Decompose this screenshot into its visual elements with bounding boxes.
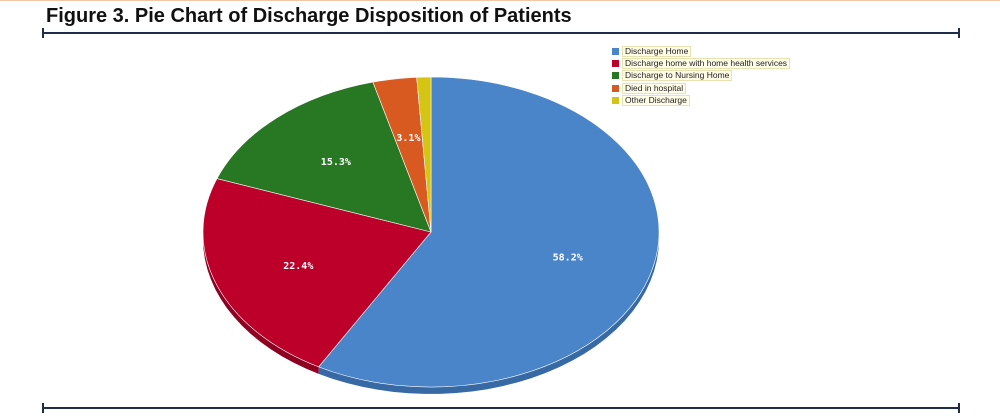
legend-swatch (612, 60, 619, 68)
slice-label-1: 58.2% (553, 252, 583, 263)
legend-label: Died in hospital (622, 82, 687, 94)
legend-label: Discharge home with home health services (622, 58, 791, 70)
legend-swatch (612, 97, 619, 105)
slice-label-2: 22.4% (283, 261, 313, 272)
legend-item: Discharge home with home health services (612, 57, 791, 70)
legend-item: Discharge Home (612, 45, 790, 57)
slice-label-4: 3.1% (396, 133, 420, 144)
legend-item: Discharge to Nursing Home (612, 70, 790, 82)
legend-label: Discharge Home (622, 45, 692, 57)
legend-swatch (612, 84, 619, 92)
pie-side-2 (203, 232, 319, 374)
legend-item: Died in hospital (612, 82, 790, 94)
top-border (0, 0, 1000, 1)
pie-depth (203, 232, 659, 394)
chart-legend: Discharge Home Discharge home with home h… (612, 45, 791, 107)
pie-slices (202, 76, 660, 388)
pie-side-1 (318, 232, 659, 394)
figure-title: Figure 3. Pie Chart of Discharge Disposi… (46, 5, 572, 27)
pie-slice-2 (202, 178, 432, 368)
legend-swatch (612, 72, 619, 80)
pie-slice-3 (216, 81, 432, 233)
slice-label-3: 15.3% (321, 157, 351, 168)
legend-label: Discharge to Nursing Home (622, 70, 733, 82)
legend-item: Other Discharge (612, 95, 790, 107)
pie-slice-5 (416, 76, 432, 233)
top-rule (42, 28, 960, 38)
pie-labels: 58.2% 22.4% 15.3% 3.1% (283, 133, 583, 272)
legend-label: Other Discharge (622, 95, 690, 107)
bottom-rule (42, 403, 960, 413)
pie-slice-1 (318, 76, 660, 388)
legend-swatch (612, 47, 619, 55)
